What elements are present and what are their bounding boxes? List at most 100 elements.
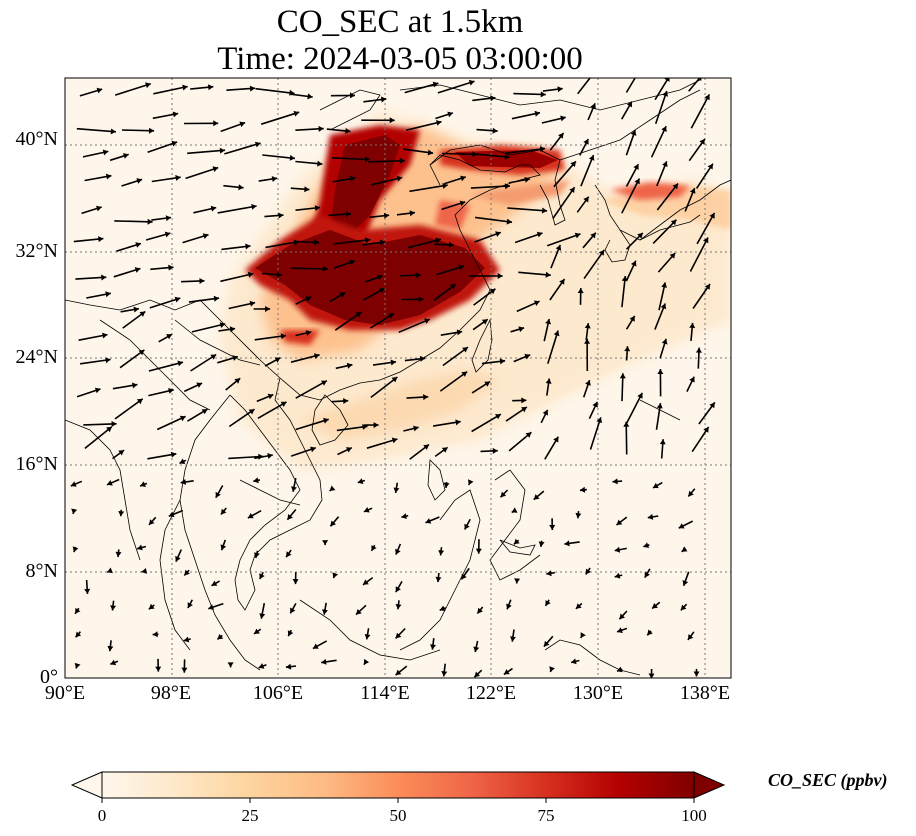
wind-arrow-shaft	[583, 249, 605, 280]
wind-arrow-head	[140, 481, 146, 487]
wind-arrow-shaft	[404, 82, 439, 94]
wind-arrow-head	[355, 312, 362, 318]
wind-arrow-head	[289, 154, 295, 161]
wind-arrow-head	[583, 139, 589, 145]
wind-arrow-head	[138, 349, 145, 356]
wind-arrow-head	[75, 631, 82, 638]
wind-arrow-head	[538, 541, 545, 547]
wind-arrow-head	[662, 91, 668, 97]
wind-arrow-head	[557, 86, 563, 93]
wind-arrow-shaft	[546, 233, 581, 247]
x-tick-label-98e: 98°E	[150, 682, 192, 704]
wind-arrow-head	[362, 424, 368, 430]
wind-arrow-head	[174, 296, 181, 303]
wind-arrow-head	[461, 371, 468, 377]
wind-arrow-head	[545, 271, 551, 278]
wind-arrow-shaft	[652, 219, 677, 244]
wind-arrow-head	[318, 125, 324, 132]
wind-arrow-shaft	[696, 212, 716, 245]
wind-arrow-head	[447, 111, 453, 118]
wind-arrow-head	[292, 579, 299, 585]
wind-arrow-head	[514, 578, 521, 584]
wind-arrow-head	[585, 568, 591, 575]
wind-arrow-shaft	[552, 186, 576, 219]
wind-arrow-head	[136, 178, 143, 184]
wind-arrow-shaft	[224, 142, 261, 155]
wind-arrow-head	[415, 272, 421, 279]
wind-arrow-head	[247, 513, 254, 519]
wind-arrow-head	[441, 447, 448, 453]
wind-arrow-head	[254, 552, 260, 558]
wind-arrow-shaft	[547, 330, 559, 364]
wind-arrow-head	[647, 629, 653, 636]
wind-arrow-head	[305, 330, 312, 336]
wind-arrow-shaft	[690, 94, 711, 129]
wind-arrow-shaft	[76, 127, 117, 133]
wind-arrow-head	[208, 84, 214, 91]
wind-arrow-head	[577, 288, 584, 294]
wind-arrow-head	[213, 295, 220, 302]
wind-arrow-head	[363, 658, 370, 665]
wind-arrow-head	[504, 153, 510, 160]
wind-arrow-head	[495, 414, 501, 420]
wind-arrow-head	[280, 333, 286, 340]
colorbar-extend-high	[693, 771, 726, 799]
wind-arrow-head	[436, 120, 442, 126]
wind-arrow-shaft	[217, 205, 257, 214]
wind-arrow-shaft	[333, 238, 371, 245]
wind-arrow-head	[695, 347, 702, 353]
wind-arrow-head	[395, 586, 401, 593]
wind-arrow-head	[473, 646, 480, 652]
wind-arrow-head	[107, 645, 114, 652]
wind-arrow-head	[553, 436, 559, 443]
wind-arrow-head	[239, 121, 246, 128]
wind-arrow-shaft	[156, 415, 186, 431]
map-subtitle-time: Time: 2024-03-05 03:00:00	[217, 41, 583, 77]
wind-arrow-head	[267, 393, 274, 400]
wind-arrow-head	[693, 671, 700, 677]
wind-arrow-head	[560, 115, 566, 122]
wind-arrow-head	[227, 662, 234, 668]
wind-arrow-shaft	[295, 380, 328, 399]
wind-arrow-head	[475, 548, 482, 554]
wind-arrow-head	[499, 358, 506, 365]
wind-arrow-head	[105, 291, 111, 298]
wind-arrow-head	[518, 326, 525, 333]
wind-arrow-head	[524, 176, 530, 183]
wind-arrow-head	[689, 188, 696, 194]
wind-arrow-head	[346, 362, 353, 369]
colorbar	[70, 771, 726, 803]
y-tick-label-8n: 8°N	[25, 560, 58, 582]
wind-arrow-head	[427, 149, 434, 156]
wind-arrow-head	[139, 311, 146, 317]
wind-arrow-head	[626, 101, 632, 108]
wind-arrow-head	[598, 250, 605, 256]
wind-arrow-shaft	[114, 398, 144, 420]
wind-arrow-head	[349, 259, 355, 266]
wind-arrow-head	[164, 231, 171, 238]
wind-arrow-shaft	[148, 361, 184, 372]
wind-arrow-head	[536, 231, 543, 238]
co-concentration-field	[220, 110, 731, 470]
wind-arrow-head	[149, 519, 155, 525]
wind-arrow-shaft	[371, 176, 403, 186]
wind-arrow-head	[291, 486, 297, 492]
wind-arrow-head	[314, 239, 320, 246]
wind-arrow-head	[680, 604, 687, 611]
wind-arrow-head	[681, 546, 688, 552]
wind-arrow-head	[135, 242, 141, 248]
x-tick-label-122e: 122°E	[465, 682, 517, 704]
wind-arrow-head	[210, 205, 217, 212]
wind-arrow-head	[660, 303, 667, 310]
wind-arrow-head	[187, 602, 193, 608]
wind-arrow-head	[248, 409, 255, 415]
wind-arrow-shaft	[370, 376, 398, 399]
wind-arrow-head	[484, 381, 491, 387]
wind-arrow-head	[441, 671, 448, 677]
wind-arrow-head	[497, 273, 503, 279]
wind-arrow-head	[585, 380, 591, 386]
wind-arrow-head	[662, 161, 668, 167]
colorbar-tick-50: 50	[389, 806, 407, 825]
wind-arrow-head	[215, 491, 221, 498]
wind-arrow-head	[147, 218, 153, 225]
